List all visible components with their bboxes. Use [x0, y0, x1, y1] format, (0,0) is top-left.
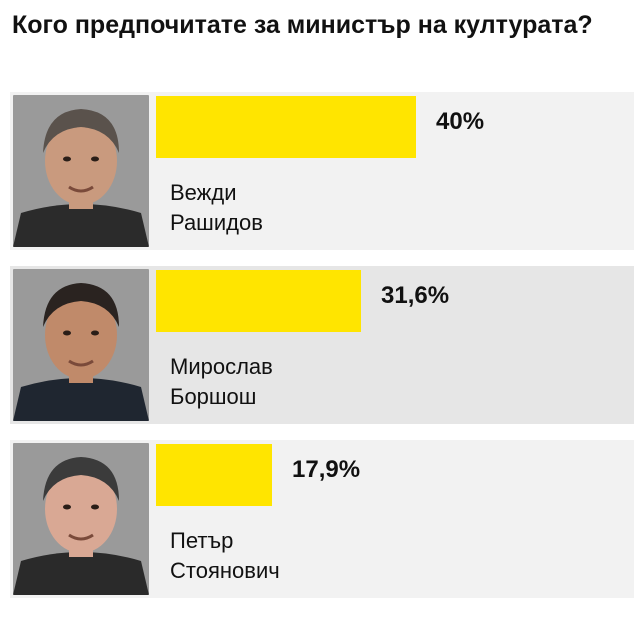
chart-row: 31,6% Мирослав Боршош [10, 266, 634, 424]
last-name: Рашидов [170, 210, 263, 235]
bar [156, 444, 272, 506]
portrait-photo [13, 95, 149, 247]
chart-row: 17,9% Петър Стоянович [10, 440, 634, 598]
data-label: 31,6% [381, 282, 450, 309]
first-name: Вежди [170, 180, 237, 205]
bar [156, 270, 361, 332]
chart-title: Кого предпочитате за министър на култура… [12, 11, 593, 39]
candidate-name: Мирослав Боршош [170, 352, 273, 412]
candidate-name: Вежди Рашидов [170, 178, 263, 238]
last-name: Стоянович [170, 558, 280, 583]
last-name: Боршош [170, 384, 257, 409]
first-name: Петър [170, 528, 234, 553]
portrait-photo [13, 443, 149, 595]
candidate-name: Петър Стоянович [170, 526, 280, 586]
bar [156, 96, 416, 158]
portrait-photo [13, 269, 149, 421]
first-name: Мирослав [170, 354, 273, 379]
data-label: 40% [436, 108, 485, 135]
data-label: 17,9% [292, 456, 361, 483]
chart-row: 40% Вежди Рашидов [10, 92, 634, 250]
